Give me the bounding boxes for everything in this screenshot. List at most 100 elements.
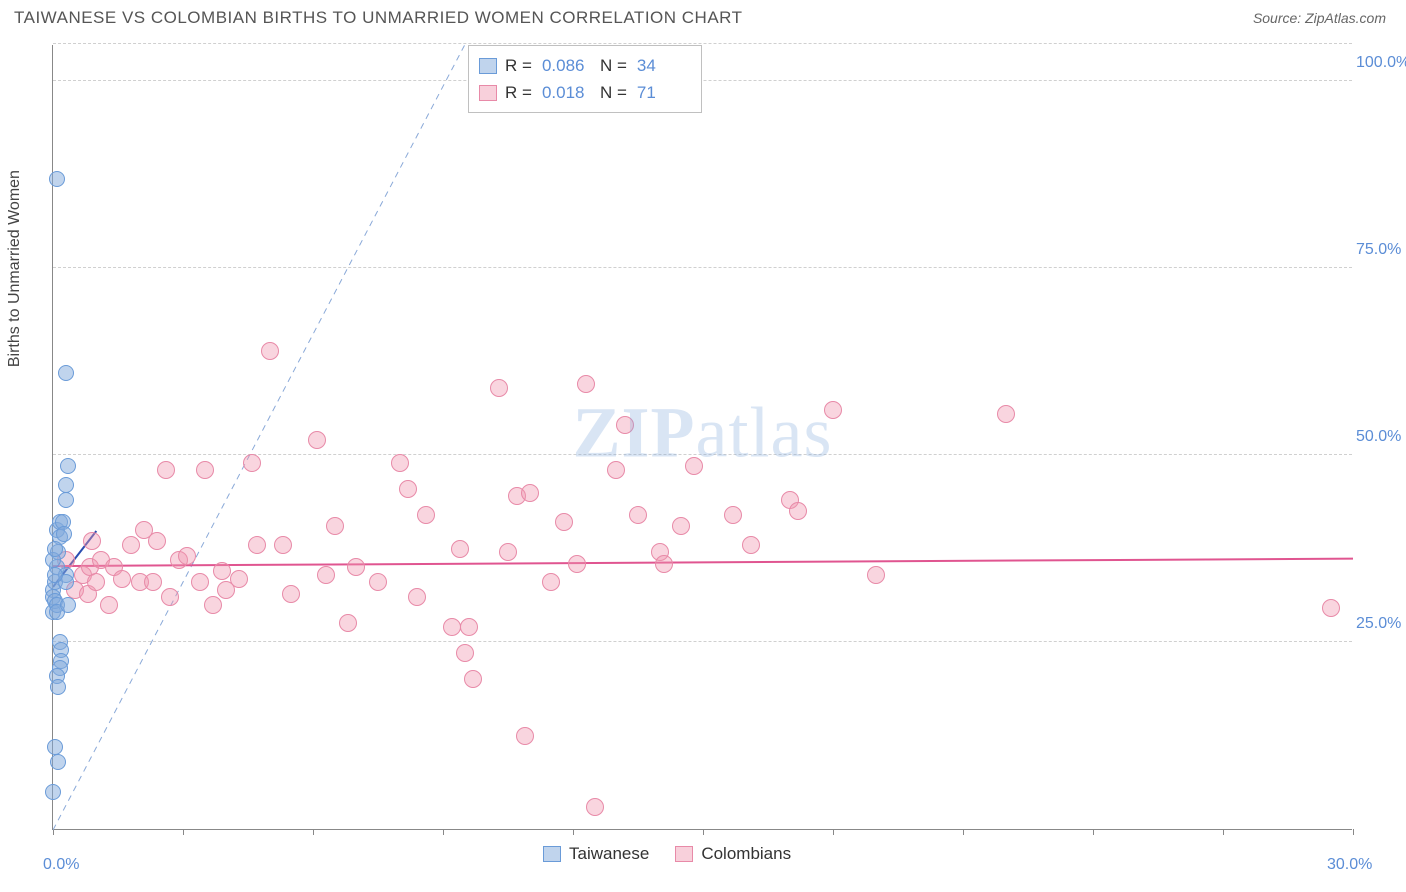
data-point <box>317 566 335 584</box>
data-point <box>213 562 231 580</box>
x-tick <box>1223 829 1224 835</box>
data-point <box>399 480 417 498</box>
x-tick <box>443 829 444 835</box>
gridline <box>53 267 1352 268</box>
data-point <box>58 492 74 508</box>
data-point <box>655 555 673 573</box>
plot-area: ZIPatlas Births to Unmarried Women R = 0… <box>52 45 1352 830</box>
data-point <box>47 567 63 583</box>
data-point <box>1322 599 1340 617</box>
y-axis-label: Births to Unmarried Women <box>6 170 24 367</box>
data-point <box>789 502 807 520</box>
data-point <box>113 570 131 588</box>
x-tick <box>573 829 574 835</box>
data-point <box>50 679 66 695</box>
data-point <box>616 416 634 434</box>
scatter-chart: ZIPatlas Births to Unmarried Women R = 0… <box>52 45 1392 845</box>
data-point <box>49 171 65 187</box>
data-point <box>347 558 365 576</box>
data-point <box>824 401 842 419</box>
data-point <box>58 365 74 381</box>
data-point <box>274 536 292 554</box>
x-tick <box>313 829 314 835</box>
legend-stats-row: R = 0.086 N = 34 <box>479 52 687 79</box>
data-point <box>261 342 279 360</box>
data-point <box>100 596 118 614</box>
data-point <box>499 543 517 561</box>
data-point <box>408 588 426 606</box>
swatch-icon <box>675 846 693 862</box>
legend-item: Taiwanese <box>543 844 649 864</box>
x-tick <box>183 829 184 835</box>
data-point <box>144 573 162 591</box>
y-tick-label: 50.0% <box>1356 428 1406 446</box>
data-point <box>178 547 196 565</box>
chart-title: TAIWANESE VS COLOMBIAN BIRTHS TO UNMARRI… <box>14 8 743 28</box>
legend-item: Colombians <box>675 844 791 864</box>
gridline <box>53 641 1352 642</box>
data-point <box>464 670 482 688</box>
x-tick <box>1353 829 1354 835</box>
y-tick-label: 25.0% <box>1356 615 1406 633</box>
data-point <box>391 454 409 472</box>
x-tick-label: 30.0% <box>1327 856 1372 874</box>
data-point <box>456 644 474 662</box>
data-point <box>148 532 166 550</box>
data-point <box>87 573 105 591</box>
data-point <box>308 431 326 449</box>
data-point <box>326 517 344 535</box>
data-point <box>47 541 63 557</box>
data-point <box>339 614 357 632</box>
data-point <box>521 484 539 502</box>
data-point <box>542 573 560 591</box>
legend-stats-row: R = 0.018 N = 71 <box>479 79 687 106</box>
legend-stats: R = 0.086 N = 34 R = 0.018 N = 71 <box>468 45 702 113</box>
data-point <box>685 457 703 475</box>
data-point <box>47 739 63 755</box>
data-point <box>997 405 1015 423</box>
data-point <box>230 570 248 588</box>
data-point <box>243 454 261 472</box>
data-point <box>451 540 469 558</box>
y-tick-label: 100.0% <box>1356 54 1406 72</box>
swatch-icon <box>543 846 561 862</box>
data-point <box>490 379 508 397</box>
swatch-icon <box>479 58 497 74</box>
data-point <box>369 573 387 591</box>
lines-layer <box>53 45 1353 830</box>
gridline <box>53 80 1352 81</box>
data-point <box>417 506 435 524</box>
data-point <box>568 555 586 573</box>
data-point <box>607 461 625 479</box>
swatch-icon <box>479 85 497 101</box>
data-point <box>50 754 66 770</box>
data-point <box>555 513 573 531</box>
data-point <box>282 585 300 603</box>
chart-header: TAIWANESE VS COLOMBIAN BIRTHS TO UNMARRI… <box>0 0 1406 36</box>
x-tick <box>53 829 54 835</box>
data-point <box>867 566 885 584</box>
x-tick-label: 0.0% <box>43 856 79 874</box>
data-point <box>443 618 461 636</box>
gridline <box>53 43 1352 44</box>
data-point <box>60 458 76 474</box>
data-point <box>60 597 76 613</box>
data-point <box>157 461 175 479</box>
data-point <box>577 375 595 393</box>
data-point <box>629 506 647 524</box>
data-point <box>196 461 214 479</box>
legend-series: Taiwanese Colombians <box>543 844 791 864</box>
data-point <box>56 526 72 542</box>
x-tick <box>703 829 704 835</box>
data-point <box>586 798 604 816</box>
y-tick-label: 75.0% <box>1356 241 1406 259</box>
x-tick <box>963 829 964 835</box>
data-point <box>191 573 209 591</box>
data-point <box>742 536 760 554</box>
data-point <box>672 517 690 535</box>
data-point <box>122 536 140 554</box>
data-point <box>45 784 61 800</box>
chart-source: Source: ZipAtlas.com <box>1253 10 1386 26</box>
x-tick <box>833 829 834 835</box>
x-tick <box>1093 829 1094 835</box>
